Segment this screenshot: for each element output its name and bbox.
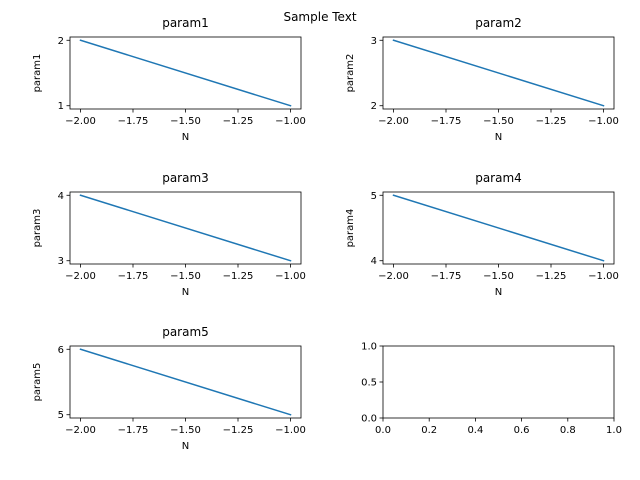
x-tick-label: −1.50 bbox=[170, 271, 201, 282]
x-axis-label: N bbox=[495, 132, 502, 143]
subplot-title: param1 bbox=[162, 16, 209, 30]
x-axis-label: N bbox=[182, 287, 189, 298]
y-tick-label: 1 bbox=[58, 101, 64, 112]
x-tick-label: −1.75 bbox=[118, 271, 149, 282]
y-axis-label: param5 bbox=[32, 363, 43, 402]
x-tick-label: −1.75 bbox=[431, 271, 462, 282]
series-line-1 bbox=[79, 194, 292, 262]
x-tick-label: −2.00 bbox=[65, 271, 96, 282]
x-tick-label: −1.50 bbox=[170, 425, 201, 436]
x-tick-label: −1.00 bbox=[275, 116, 306, 127]
x-tick-label: 1.0 bbox=[606, 425, 622, 436]
series-line-1 bbox=[392, 194, 605, 262]
y-tick-label: 2 bbox=[371, 101, 377, 112]
y-tick-label: 3 bbox=[58, 256, 64, 267]
series-line-1 bbox=[392, 39, 605, 107]
x-tick-label: −1.00 bbox=[275, 271, 306, 282]
subplot-title: param3 bbox=[162, 171, 209, 185]
subplot-title: param5 bbox=[162, 325, 209, 339]
y-tick-label: 0.0 bbox=[361, 414, 377, 425]
y-axis-label: param4 bbox=[345, 209, 356, 248]
y-tick-label: 4 bbox=[58, 191, 64, 202]
x-tick-label: −1.75 bbox=[431, 116, 462, 127]
y-axis-label: param1 bbox=[32, 54, 43, 93]
y-axis-label: param2 bbox=[345, 54, 356, 93]
y-tick-label: 5 bbox=[58, 410, 64, 421]
y-tick-label: 2 bbox=[58, 36, 64, 47]
y-tick-label: 0.5 bbox=[361, 378, 377, 389]
x-tick-label: 0.0 bbox=[375, 425, 391, 436]
x-tick-label: −1.00 bbox=[588, 271, 619, 282]
x-tick-label: 0.2 bbox=[421, 425, 437, 436]
y-tick-label: 6 bbox=[58, 345, 64, 356]
y-tick-label: 1.0 bbox=[361, 342, 377, 353]
x-tick-label: −1.25 bbox=[223, 271, 254, 282]
x-tick-label: −2.00 bbox=[378, 271, 409, 282]
subplot-title: param2 bbox=[475, 16, 522, 30]
x-tick-label: −2.00 bbox=[65, 116, 96, 127]
y-tick-label: 5 bbox=[371, 191, 377, 202]
x-tick-label: −1.75 bbox=[118, 116, 149, 127]
x-axis-label: N bbox=[182, 132, 189, 143]
subplot-grid: −2.00 −1.75 −1.50 −1.25 −1.00 1 2 param1 Nparam1… bbox=[32, 16, 622, 452]
series-line-1 bbox=[79, 39, 292, 107]
series-line-1 bbox=[79, 348, 292, 416]
subplot-title: param4 bbox=[475, 171, 522, 185]
y-tick-label: 4 bbox=[371, 256, 377, 267]
x-tick-label: −1.25 bbox=[536, 271, 567, 282]
x-axis-label: N bbox=[182, 441, 189, 452]
x-tick-label: −2.00 bbox=[65, 425, 96, 436]
x-tick-label: −2.00 bbox=[378, 116, 409, 127]
subplot-6: 0.0 0.2 0.4 0.6 0.8 1.0 0.0 0.5 1.0 bbox=[361, 342, 622, 437]
y-axis-label: param3 bbox=[32, 209, 43, 248]
x-axis-label: N bbox=[495, 287, 502, 298]
x-tick-label: −1.25 bbox=[223, 116, 254, 127]
x-tick-label: −1.50 bbox=[170, 116, 201, 127]
x-tick-label: −1.50 bbox=[483, 116, 514, 127]
x-tick-label: −1.00 bbox=[588, 116, 619, 127]
x-tick-label: −1.50 bbox=[483, 271, 514, 282]
x-tick-label: 0.8 bbox=[560, 425, 576, 436]
x-tick-label: −1.25 bbox=[223, 425, 254, 436]
x-tick-label: 0.6 bbox=[514, 425, 530, 436]
x-tick-label: −1.25 bbox=[536, 116, 567, 127]
x-tick-label: −1.75 bbox=[118, 425, 149, 436]
x-tick-label: 0.4 bbox=[467, 425, 483, 436]
figure-suptitle: Sample Text bbox=[283, 10, 356, 24]
y-tick-label: 3 bbox=[371, 36, 377, 47]
x-tick-label: −1.00 bbox=[275, 425, 306, 436]
